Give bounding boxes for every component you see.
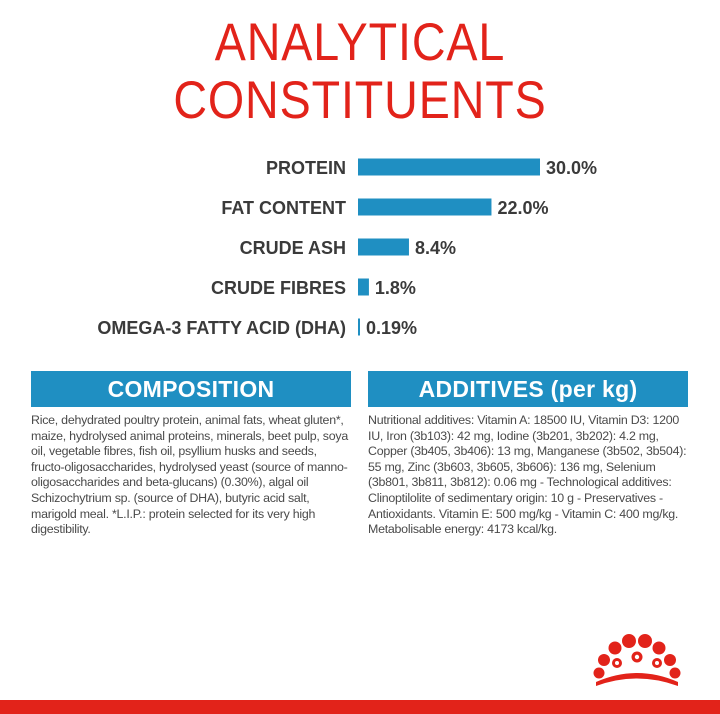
- category-label: CRUDE ASH: [240, 238, 346, 258]
- value-label: 0.19%: [366, 318, 417, 338]
- value-label: 1.8%: [375, 278, 416, 298]
- bar: [358, 278, 369, 296]
- page-title-line-2: CONSTITUENTS: [173, 71, 547, 130]
- bar: [358, 238, 409, 256]
- crown-icon: [593, 634, 681, 686]
- page-title-line-1: ANALYTICAL: [214, 13, 506, 72]
- analytical-constituents-chart: PROTEIN 30.0% FAT CONTENT 22.0% CRUDE ASH 8.4…: [97, 158, 597, 338]
- additives-text: Nutritional additives: Vitamin A: 18500 …: [368, 413, 687, 537]
- category-label: OMEGA-3 FATTY ACID (DHA): [97, 318, 346, 338]
- category-label: CRUDE FIBRES: [211, 278, 346, 298]
- value-label: 22.0%: [497, 198, 548, 218]
- category-label: PROTEIN: [266, 158, 346, 178]
- composition-text: Rice, dehydrated poultry protein, animal…: [31, 413, 348, 537]
- bar: [358, 198, 492, 216]
- bar: [358, 318, 360, 336]
- bottom-accent-bar: [0, 700, 720, 714]
- composition-header: COMPOSITION: [31, 371, 351, 407]
- category-label: FAT CONTENT: [221, 198, 346, 218]
- value-label: 30.0%: [546, 158, 597, 178]
- value-label: 8.4%: [415, 238, 456, 258]
- bar: [358, 158, 540, 176]
- additives-header: ADDITIVES (per kg): [368, 371, 688, 407]
